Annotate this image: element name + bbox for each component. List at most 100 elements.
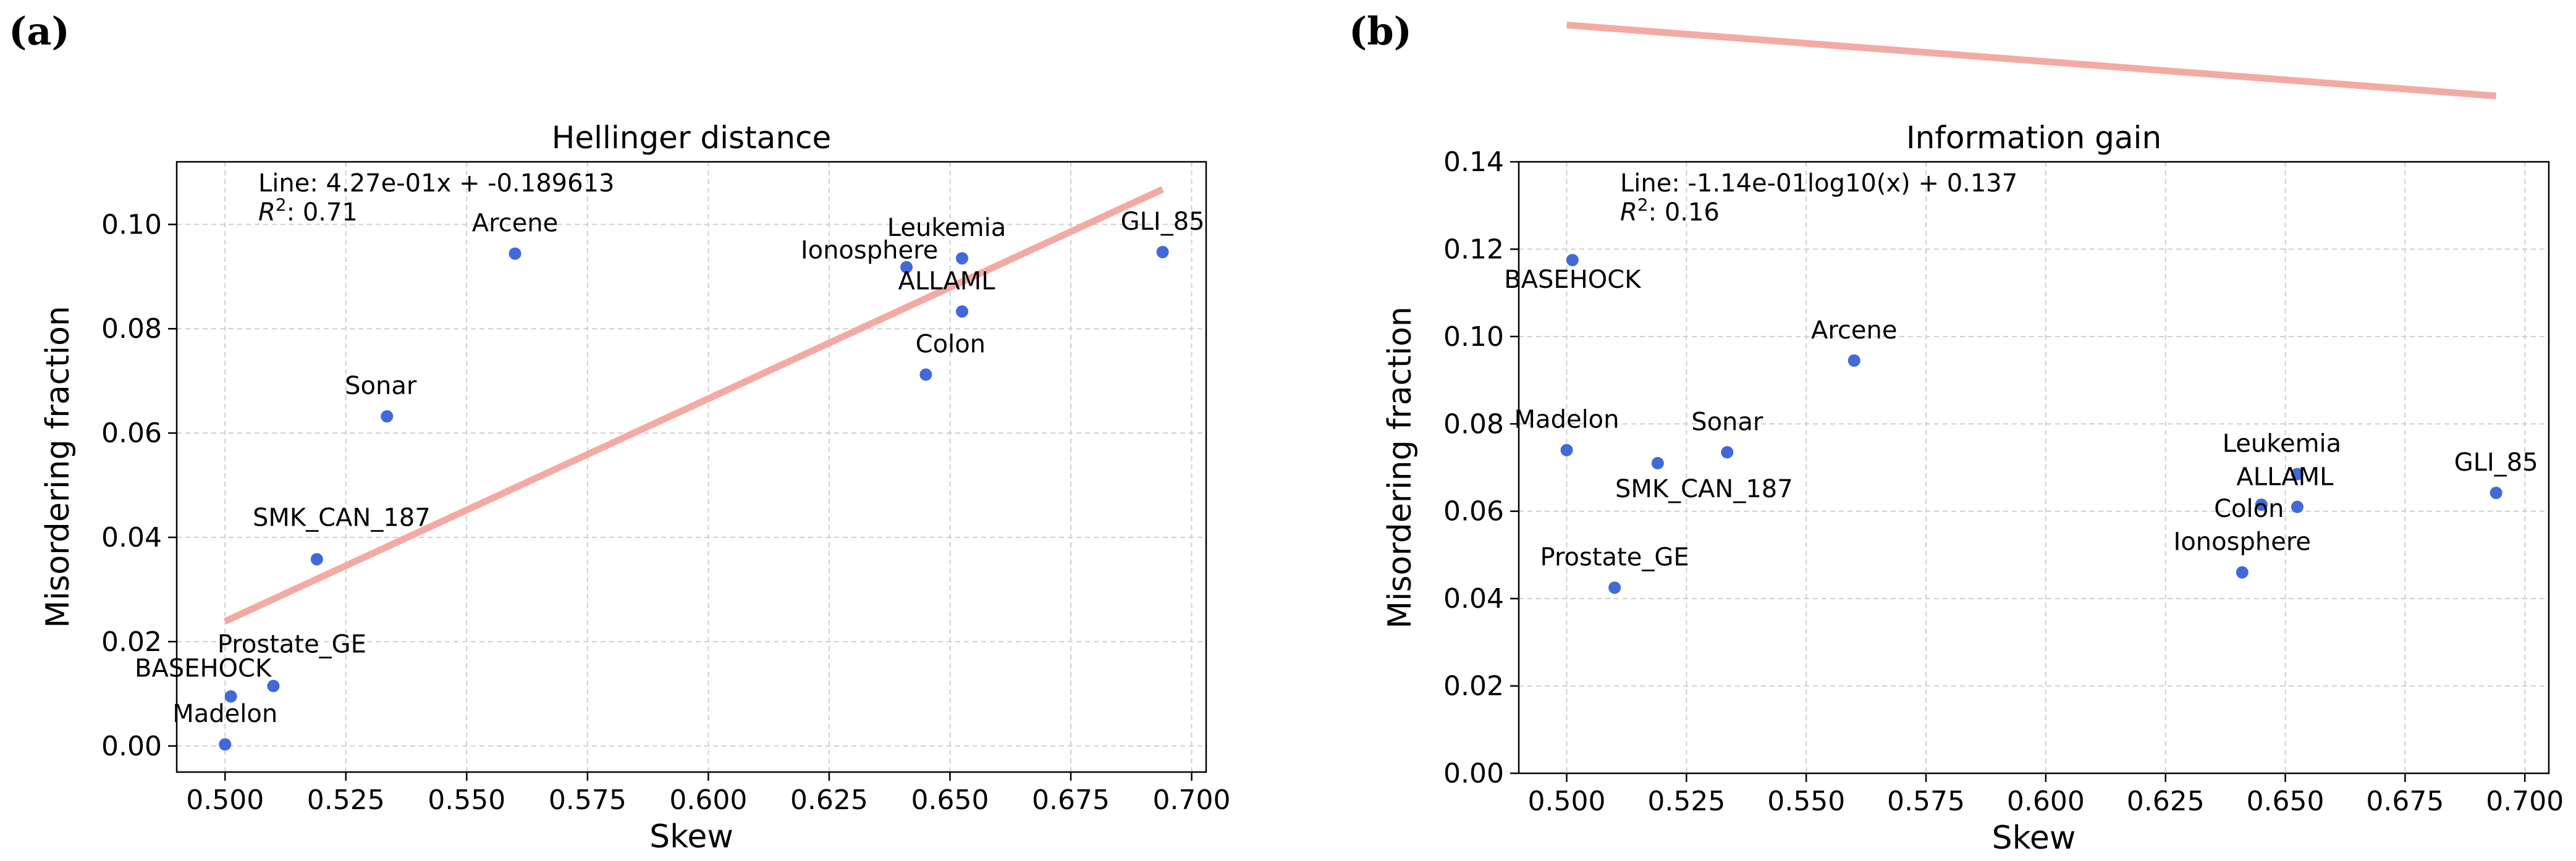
panel-label-b: (b) (1349, 9, 1412, 54)
data-point-leukemia (956, 252, 969, 265)
point-label-sonar: Sonar (345, 372, 417, 400)
point-label-basehock: BASEHOCK (135, 655, 272, 683)
y-tick-label: 0.10 (1443, 321, 1504, 353)
data-point-basehock (1566, 254, 1579, 267)
point-label-leukemia: Leukemia (2223, 430, 2341, 458)
data-point-ionosphere (900, 261, 913, 274)
x-tick-label: 0.675 (1032, 784, 1110, 816)
x-tick-label: 0.700 (2486, 786, 2564, 817)
chart-title: Information gain (1906, 120, 2161, 156)
r-squared-symbol: R (1620, 198, 1637, 227)
data-point-madelon (1560, 443, 1573, 456)
y-tick-label: 0.00 (101, 731, 162, 762)
data-point-gli-85 (1156, 246, 1169, 259)
y-tick-label: 0.12 (1443, 233, 1504, 265)
x-tick-label: 0.650 (911, 784, 989, 816)
point-label-madelon: Madelon (1514, 406, 1620, 434)
point-label-smk-can-187: SMK_CAN_187 (1615, 475, 1793, 503)
point-label-smk-can-187: SMK_CAN_187 (253, 503, 431, 532)
point-label-leukemia: Leukemia (887, 214, 1006, 242)
point-label-prostate-ge: Prostate_GE (217, 631, 366, 659)
fit-line (223, 186, 1164, 625)
chart-hellinger-distance: 0.500 0.525 0.550 0.575 0.600 0.625 0.650 0.675… (40, 120, 1231, 855)
fit-equation: Line: 4.27e-01x + -0.189613 (258, 169, 614, 198)
chart-title: Hellinger distance (552, 120, 832, 156)
x-tick-label: 0.625 (2127, 786, 2205, 817)
point-label-arcene: Arcene (472, 209, 559, 238)
x-tick-label: 0.575 (549, 784, 627, 816)
fit-equation: Line: -1.14e-01log10(x) + 0.137 (1620, 169, 2017, 198)
y-tick-label: 0.08 (101, 313, 162, 345)
r-squared-value: : 0.71 (287, 198, 358, 227)
y-tick-label: 0.14 (1443, 146, 1504, 178)
data-point-basehock (224, 690, 237, 703)
x-axis-label: Skew (1992, 820, 2076, 857)
data-point-colon (2255, 498, 2268, 511)
point-label-sonar: Sonar (1691, 408, 1763, 436)
point-label-ionosphere: Ionosphere (2174, 528, 2311, 556)
data-point-sonar (1721, 446, 1734, 459)
y-axis-label: Misordering fraction (1382, 306, 1419, 629)
point-label-prostate-ge: Prostate_GE (1540, 543, 1689, 571)
data-point-allaml (2291, 500, 2304, 513)
point-label-basehock: BASEHOCK (1504, 266, 1642, 294)
y-tick-label: 0.02 (1443, 671, 1504, 702)
r-squared: R2: 0.71 (258, 195, 358, 227)
y-tick-label: 0.04 (1443, 583, 1504, 615)
x-tick-label: 0.675 (2366, 786, 2444, 817)
data-point-gli-85 (2489, 487, 2502, 500)
x-tick-label: 0.625 (790, 784, 868, 816)
y-tick-label: 0.06 (1443, 496, 1504, 527)
data-point-prostate-ge (1608, 581, 1621, 594)
r-squared-exponent: 2 (1637, 195, 1649, 215)
r-squared: R2: 0.16 (1620, 195, 1720, 227)
y-tick-label: 0.02 (101, 626, 162, 658)
y-tick-label: 0.06 (101, 418, 162, 449)
x-tick-label: 0.525 (307, 784, 385, 816)
y-tick-label: 0.10 (101, 209, 162, 240)
x-tick-label: 0.500 (186, 784, 264, 816)
data-point-smk-can-187 (310, 553, 323, 566)
data-point-ionosphere (2236, 566, 2249, 579)
data-point-prostate-ge (267, 679, 280, 692)
x-tick-label: 0.550 (428, 784, 505, 816)
panel-label-a: (a) (9, 9, 70, 54)
data-point-allaml (956, 305, 969, 318)
point-label-arcene: Arcene (1811, 316, 1898, 345)
y-axis-label: Misordering fraction (40, 306, 77, 628)
data-point-leukemia (2291, 468, 2304, 481)
y-tick-label: 0.00 (1443, 758, 1504, 789)
x-tick-label: 0.700 (1153, 784, 1231, 816)
x-axis-label: Skew (649, 818, 733, 855)
r-squared-exponent: 2 (276, 195, 287, 215)
data-point-sonar (381, 410, 394, 423)
x-tick-label: 0.550 (1767, 786, 1845, 817)
point-label-colon: Colon (916, 330, 986, 359)
point-label-colon: Colon (2214, 495, 2284, 523)
chart-information-gain: 0.500 0.525 0.550 0.575 0.600 0.625 0.650 0.675… (1382, 22, 2564, 857)
data-point-arcene (1848, 354, 1860, 367)
x-tick-label: 0.650 (2247, 786, 2325, 817)
point-label-gli-85: GLI_85 (2454, 448, 2538, 477)
x-tick-label: 0.525 (1647, 786, 1725, 817)
point-label-allaml: ALLAML (898, 267, 996, 295)
fit-line (1566, 22, 2497, 99)
point-label-allaml: ALLAML (2236, 463, 2334, 492)
data-point-smk-can-187 (1651, 456, 1664, 469)
point-label-gli-85: GLI_85 (1121, 208, 1205, 236)
point-label-ionosphere: Ionosphere (801, 237, 938, 265)
point-label-madelon: Madelon (172, 700, 277, 728)
data-point-arcene (509, 247, 522, 260)
data-point-madelon (219, 738, 232, 751)
data-point-colon (919, 368, 932, 381)
x-tick-label: 0.600 (669, 784, 747, 816)
r-squared-value: : 0.16 (1649, 198, 1720, 227)
x-tick-label: 0.500 (1528, 786, 1606, 817)
y-tick-label: 0.08 (1443, 408, 1504, 440)
x-tick-label: 0.575 (1887, 786, 1965, 817)
plot-frame (1518, 161, 2550, 775)
r-squared-symbol: R (258, 198, 276, 227)
x-tick-label: 0.600 (2007, 786, 2085, 817)
plot-frame (175, 161, 1207, 773)
